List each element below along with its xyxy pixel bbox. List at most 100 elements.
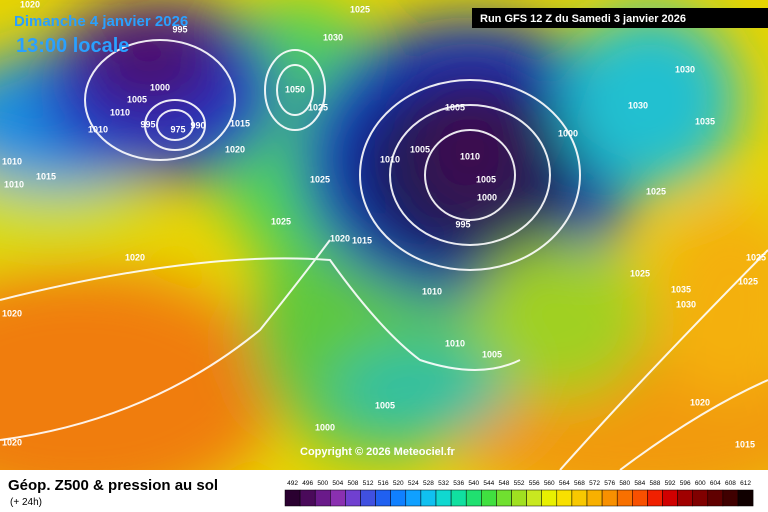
colorbar-swatch (737, 489, 754, 507)
isobar-label: 1030 (676, 299, 696, 309)
colorbar-label: 520 (393, 480, 404, 487)
isobar-label: 1010 (460, 151, 480, 161)
isobar-label: 1000 (150, 82, 170, 92)
isobar-label: 1025 (646, 186, 666, 196)
isobar-label: 1005 (410, 144, 430, 154)
colorbar-label: 588 (650, 480, 661, 487)
isobar-label: 1025 (630, 268, 650, 278)
colorbar-label: 512 (363, 480, 374, 487)
colorbar-label: 608 (725, 480, 736, 487)
time: 13:00 locale (16, 35, 129, 57)
colorbar-label: 504 (332, 480, 343, 487)
isobar-label: 1020 (125, 252, 145, 262)
colorbar-label: 596 (680, 480, 691, 487)
colorbar-label: 500 (317, 480, 328, 487)
colorbar-swatch (420, 489, 437, 507)
colorbar-label: 580 (619, 480, 630, 487)
isobar-label: 1005 (127, 94, 147, 104)
isobar-label: 1025 (310, 174, 330, 184)
colorbar-label: 552 (514, 480, 525, 487)
isobar-label: 1005 (375, 400, 395, 410)
colorbar-label: 592 (665, 480, 676, 487)
colorbar-label: 528 (423, 480, 434, 487)
isobar-label: 1015 (230, 118, 250, 128)
isobar-label: 1010 (110, 107, 130, 117)
colorbar-swatch (722, 489, 739, 507)
isobar-label: 990 (190, 120, 205, 130)
colorbar-label: 508 (348, 480, 359, 487)
isobar-label: 975 (170, 124, 185, 134)
colorbar-label: 612 (740, 480, 751, 487)
colorbar-swatch (526, 489, 542, 507)
colorbar-label: 516 (378, 480, 389, 487)
copyright: Copyright © 2026 Meteociel.fr (300, 446, 456, 458)
isobar-label: 1020 (2, 437, 22, 447)
isobar-label: 1010 (2, 156, 22, 166)
colorbar-swatch (677, 489, 693, 507)
colorbar: 492 496 500 504 508 512 516 520 524 528 532 536 540 5… (284, 480, 754, 507)
isobar-label: 1025 (746, 252, 766, 262)
isobar-label: 1035 (695, 116, 715, 126)
isobar-label: 1025 (350, 4, 370, 14)
colorbar-swatch (330, 489, 346, 507)
run-banner (472, 8, 768, 28)
isobar-label: 1005 (482, 349, 502, 359)
isobar-label: 1030 (323, 32, 343, 42)
isobar-label: 1020 (690, 397, 710, 407)
footer-title: Géop. Z500 & pression au sol (8, 477, 218, 494)
isobar-label: 1010 (380, 154, 400, 164)
isobar-label: 1000 (558, 128, 578, 138)
colorbar-swatch (284, 489, 301, 507)
isobar-label: 1000 (315, 422, 335, 432)
isobar-label: 995 (172, 24, 187, 34)
colorbar-label: 492 (287, 480, 298, 487)
isobar-label: 1015 (735, 439, 755, 449)
colorbar-label: 600 (695, 480, 706, 487)
colorbar-label: 572 (589, 480, 600, 487)
colorbar-swatch (496, 489, 512, 507)
colorbar-swatch (511, 489, 527, 507)
isobar-lines (0, 39, 768, 470)
isobar-label: 1025 (271, 216, 291, 226)
isobar-label: 1030 (675, 64, 695, 74)
colorbar-label: 584 (634, 480, 645, 487)
isobar-label: 1000 (477, 192, 497, 202)
colorbar-label: 524 (408, 480, 419, 487)
colorbar-label: 568 (574, 480, 585, 487)
colorbar-swatch (707, 489, 724, 507)
colorbar-swatch (481, 489, 497, 507)
isobar-label: 1035 (671, 284, 691, 294)
colorbar-swatch (692, 489, 709, 507)
colorbar-label: 532 (438, 480, 449, 487)
colorbar-swatch (299, 489, 316, 507)
colorbar-swatch (314, 489, 331, 507)
isobar-label: 995 (140, 119, 155, 129)
isobar-label: 1020 (225, 144, 245, 154)
colorbar-label: 496 (302, 480, 313, 487)
isobar-label: 1005 (445, 102, 465, 112)
colorbar-swatch (435, 489, 452, 507)
colorbar-swatch (390, 489, 407, 507)
isobar-label: 1010 (445, 338, 465, 348)
isobar-label: 1020 (330, 233, 350, 243)
colorbar-swatch (465, 489, 482, 507)
colorbar-swatch (586, 489, 603, 507)
colorbar-label: 604 (710, 480, 721, 487)
isobar-label: 1010 (88, 124, 108, 134)
isobar-label: 1025 (738, 276, 758, 286)
colorbar-swatch (662, 489, 678, 507)
colorbar-label: 540 (468, 480, 479, 487)
footer-lead: (+ 24h) (10, 497, 42, 508)
colorbar-swatch (556, 489, 573, 507)
isobar-label: 1010 (4, 179, 24, 189)
colorbar-swatch (647, 489, 663, 507)
isobar-label: 1025 (308, 102, 328, 112)
colorbar-swatch (450, 489, 467, 507)
run-info: Run GFS 12 Z du Samedi 3 janvier 2026 (480, 13, 686, 25)
colorbar-swatch (375, 489, 391, 507)
isobar-label: 1020 (2, 308, 22, 318)
colorbar-swatch (541, 489, 558, 507)
colorbar-swatch (360, 489, 376, 507)
